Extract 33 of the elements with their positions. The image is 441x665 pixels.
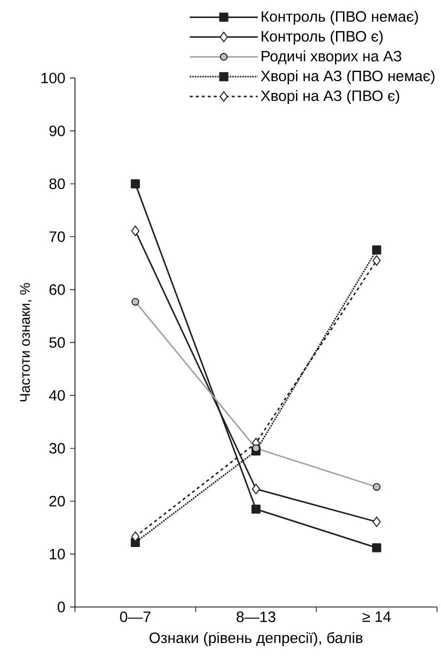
x-tick-label: ≥ 14 xyxy=(362,612,391,622)
point xyxy=(130,179,140,188)
x-axis-title: Ознаки (рівень депресії), балів xyxy=(150,632,362,646)
y-tick-label: 50 xyxy=(49,337,65,348)
x-tick-label: 0—7 xyxy=(120,612,150,622)
y-tick-label: 100 xyxy=(42,72,65,84)
y-tick-label: 10 xyxy=(50,548,65,560)
legend-label: Контроль (ПВО немає) xyxy=(262,10,418,25)
point xyxy=(132,298,140,306)
point xyxy=(372,255,381,266)
y-axis-title: Частоти ознаки, % xyxy=(20,283,32,402)
legend-label: Хворі на АЗ (ПВО немає) xyxy=(260,70,434,84)
point xyxy=(131,531,140,542)
point xyxy=(372,516,381,528)
legend-label: Родичі хворих на АЗ xyxy=(262,50,402,64)
y-tick-label: 30 xyxy=(49,442,65,454)
legend-label: Контроль (ПВО є) xyxy=(262,30,383,45)
y-tick-label: 20 xyxy=(50,496,65,506)
y-tick-label: 70 xyxy=(50,231,65,242)
y-tick-label: 80 xyxy=(49,178,65,190)
point xyxy=(251,504,261,514)
y-tick-label: 40 xyxy=(49,390,65,401)
point xyxy=(372,483,380,491)
point xyxy=(252,444,260,452)
x-tick-label: 8—13 xyxy=(236,612,276,622)
y-tick-label: 90 xyxy=(49,126,65,136)
y-tick-label: 0 xyxy=(58,602,65,612)
y-tick-label: 60 xyxy=(50,284,65,295)
legend-label: Хворі на АЗ (ПВО є) xyxy=(260,90,400,104)
point xyxy=(372,245,382,254)
point xyxy=(252,484,260,494)
point xyxy=(372,543,382,552)
point xyxy=(131,226,140,236)
